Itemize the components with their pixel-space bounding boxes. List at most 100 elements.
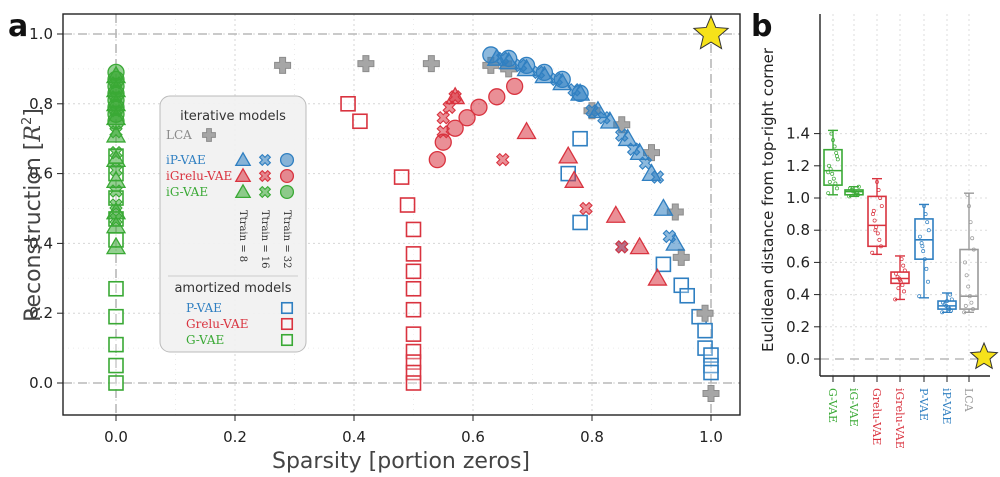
legend-label-ip-vae: iP-VAE xyxy=(166,153,206,167)
box-point xyxy=(941,300,945,305)
point-ig-vae-t-16 xyxy=(109,184,123,198)
y-tick-label: 0.4 xyxy=(29,234,53,252)
point-igrelu-vae-t-32 xyxy=(458,109,476,127)
target-star xyxy=(969,341,999,370)
legend-marker-lca xyxy=(202,128,216,142)
x-tick-label: 0.4 xyxy=(342,428,366,446)
point-ip-vae-t-8 xyxy=(569,83,591,101)
panel-a-axes-frame xyxy=(62,13,741,416)
box-point xyxy=(965,192,970,197)
point-lca xyxy=(696,304,714,322)
y-tick-label: 0.6 xyxy=(29,165,53,183)
legend-title-iterative: iterative models xyxy=(180,109,286,124)
point-g-vae xyxy=(108,375,124,391)
panel-a-ylabel: Reconstruction [R2] xyxy=(20,108,46,322)
boxplot-lca xyxy=(959,192,979,315)
box-point xyxy=(948,292,953,297)
point-ig-vae-t-8 xyxy=(105,170,127,188)
point-igrelu-vae-t-32 xyxy=(428,150,446,169)
legend-box xyxy=(159,95,307,353)
point-ip-vae-t-8 xyxy=(641,163,662,182)
box-point xyxy=(835,154,839,159)
legend-label-igrelu-vae: iGrelu-VAE xyxy=(166,169,232,183)
legend-label-grelu-vae: Grelu-VAE xyxy=(186,317,248,331)
box-point xyxy=(902,268,907,273)
box-point xyxy=(831,176,836,181)
point-ip-vae-t-8 xyxy=(587,100,609,119)
box-point xyxy=(966,284,971,289)
point-ip-vae-t-8 xyxy=(552,72,573,91)
box-point xyxy=(831,138,835,142)
box-point xyxy=(926,228,931,233)
box-point xyxy=(875,231,880,236)
point-lca xyxy=(702,384,720,402)
box-point xyxy=(879,204,884,208)
point-grelu-vae xyxy=(405,280,422,297)
category-label: iG-VAE xyxy=(847,388,860,427)
point-igrelu-vae-t-16 xyxy=(436,110,451,125)
panel-b-grid xyxy=(820,14,990,376)
point-ig-vae-t-8 xyxy=(105,65,127,84)
panel-b-target-star xyxy=(969,341,999,370)
legend-marker-circle xyxy=(279,168,295,184)
boxplot-grelu-vae xyxy=(867,177,887,256)
point-ip-vae-t-8 xyxy=(516,58,537,77)
point-igrelu-vae-t-8 xyxy=(558,145,579,164)
box-point xyxy=(870,250,875,255)
box-point xyxy=(971,247,976,252)
box-point xyxy=(946,305,951,310)
boxplot-ig-vae xyxy=(844,184,864,199)
boxplot-igrelu-vae xyxy=(890,255,910,302)
box-point xyxy=(971,307,975,312)
y-tick-label: 0.0 xyxy=(29,374,53,392)
legend-title-amortized: amortized models xyxy=(174,281,291,296)
target-star xyxy=(692,14,730,50)
box-point xyxy=(921,249,926,254)
box-point xyxy=(923,212,928,217)
box-point xyxy=(922,204,926,208)
box-point xyxy=(830,171,835,176)
legend-label-ig-vae: iG-VAE xyxy=(166,185,208,199)
point-ig-vae-t-8 xyxy=(105,149,127,168)
box-iqr xyxy=(914,218,934,260)
box-point xyxy=(945,299,949,303)
point-lca xyxy=(274,56,292,74)
point-igrelu-vae-t-16 xyxy=(436,124,451,139)
legend-marker-triangle xyxy=(234,151,252,167)
point-igrelu-vae-t-16 xyxy=(614,240,629,254)
box-point xyxy=(875,179,879,184)
box-point xyxy=(901,263,906,268)
panel-b-ylabel: Euclidean distance from top-right corner xyxy=(759,47,777,352)
panel-a-target-star xyxy=(692,14,730,50)
box-point xyxy=(853,192,858,197)
box-point xyxy=(922,257,927,262)
box-point xyxy=(894,271,898,276)
x-tick-label: 0.6 xyxy=(461,428,485,446)
point-ig-vae-t-16 xyxy=(109,163,123,177)
box-point xyxy=(835,186,839,191)
point-ig-vae-t-8 xyxy=(105,201,127,220)
box-point xyxy=(829,131,834,136)
box-point xyxy=(963,260,967,265)
box-point xyxy=(877,237,882,242)
panel-a-scatter-points xyxy=(105,46,720,402)
point-grelu-vae xyxy=(340,96,356,112)
box-point xyxy=(968,220,973,225)
y-tick-label: 0.8 xyxy=(29,95,53,113)
panel-a-legend: iterative models LCA iP-VAE iGrelu-VAE i… xyxy=(159,95,307,353)
y-tick-label: 1.2 xyxy=(786,157,810,175)
point-ig-vae-t-8 xyxy=(105,215,127,234)
box-point xyxy=(967,294,972,299)
panel-b-chart: b 0.0 0.2 0.4 0.6 0.8 1.0 1.2 1.4 Euclidean dis… xyxy=(751,9,999,449)
panel-b-category-labels: G-VAE iG-VAE Grelu-VAE iGrelu-VAE P-VAE iP-VA… xyxy=(826,388,975,449)
point-p-vae xyxy=(679,287,696,304)
panel-a-xlabel: Sparsity [portion zeros] xyxy=(272,449,530,474)
box-point xyxy=(898,278,902,283)
point-grelu-vae xyxy=(405,375,422,391)
category-label: Grelu-VAE xyxy=(870,388,883,445)
category-label: LCA xyxy=(962,388,975,413)
x-tick-label: 1.0 xyxy=(699,428,723,446)
category-label: iGrelu-VAE xyxy=(893,388,906,449)
box-point xyxy=(893,297,898,302)
